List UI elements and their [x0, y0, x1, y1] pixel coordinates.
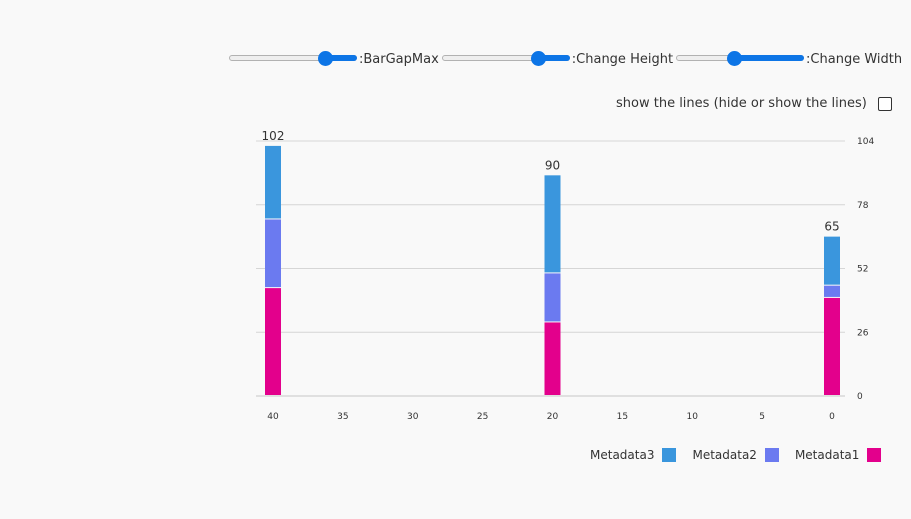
change-width-label: :Change Width — [806, 51, 903, 67]
y-tick-label: 104 — [857, 137, 874, 147]
legend-swatch — [764, 448, 779, 462]
x-tick-label: 15 — [617, 412, 628, 422]
bar-total-label: 65 — [824, 220, 839, 234]
x-tick-label: 25 — [477, 412, 488, 422]
change-height-control: :Change Height — [441, 50, 674, 68]
x-tick-label: 30 — [407, 412, 419, 422]
y-tick-label: 78 — [857, 201, 869, 211]
change-height-label: :Change Height — [571, 51, 674, 67]
slider-thumb[interactable] — [727, 51, 743, 66]
bar-total-label: 102 — [262, 129, 285, 143]
change-height-slider[interactable] — [441, 50, 570, 68]
bar-gap-max-label: :BarGapMax — [359, 51, 439, 67]
bar-segment-metadata1 — [544, 322, 561, 395]
legend-item[interactable]: Metadata1 — [794, 448, 882, 462]
chart-legend: Metadata3 Metadata2 Metadata1 — [590, 448, 882, 462]
bar-segment-metadata1 — [265, 288, 281, 395]
chart-controls: :BarGapMax :Change Height :Change Width — [229, 50, 905, 68]
slider-fill — [537, 55, 570, 61]
bar-segment-metadata2 — [824, 285, 840, 297]
slider-fill — [325, 55, 357, 61]
x-tick-label: 20 — [547, 412, 559, 422]
legend-label: Metadata2 — [692, 448, 757, 462]
bar-segment-metadata1 — [824, 297, 840, 395]
bar-segment-metadata3 — [544, 175, 561, 273]
show-lines-checkbox[interactable] — [877, 96, 892, 111]
legend-label: Metadata1 — [794, 448, 860, 462]
y-tick-label: 52 — [857, 265, 868, 275]
slider-thumb[interactable] — [318, 51, 333, 66]
legend-item[interactable]: Metadata2 — [692, 448, 779, 462]
show-lines-toggle: show the lines (hide or show the lines) — [616, 96, 892, 111]
x-tick-label: 35 — [337, 412, 348, 422]
change-width-slider[interactable] — [676, 50, 805, 68]
y-tick-label: 26 — [857, 328, 869, 338]
bar-segment-metadata2 — [544, 273, 561, 322]
slider-fill — [734, 55, 805, 61]
legend-swatch — [662, 448, 677, 462]
x-tick-label: 40 — [267, 412, 279, 422]
x-tick-label: 5 — [759, 412, 765, 422]
legend-item[interactable]: Metadata3 — [590, 448, 677, 462]
y-tick-label: 0 — [857, 392, 863, 402]
bar-segment-metadata3 — [824, 236, 840, 285]
bar-segment-metadata3 — [265, 145, 281, 219]
change-width-control: :Change Width — [676, 50, 902, 68]
bar-gap-max-control: :BarGapMax — [229, 50, 439, 68]
show-lines-label: show the lines (hide or show the lines) — [616, 96, 867, 111]
x-tick-label: 10 — [687, 412, 699, 422]
bar-gap-max-slider[interactable] — [229, 50, 357, 68]
legend-label: Metadata3 — [590, 448, 655, 462]
bar-segment-metadata2 — [265, 219, 281, 288]
legend-swatch — [867, 448, 882, 462]
slider-thumb[interactable] — [530, 51, 546, 66]
x-tick-label: 0 — [829, 412, 835, 422]
bar-total-label: 90 — [545, 158, 560, 172]
